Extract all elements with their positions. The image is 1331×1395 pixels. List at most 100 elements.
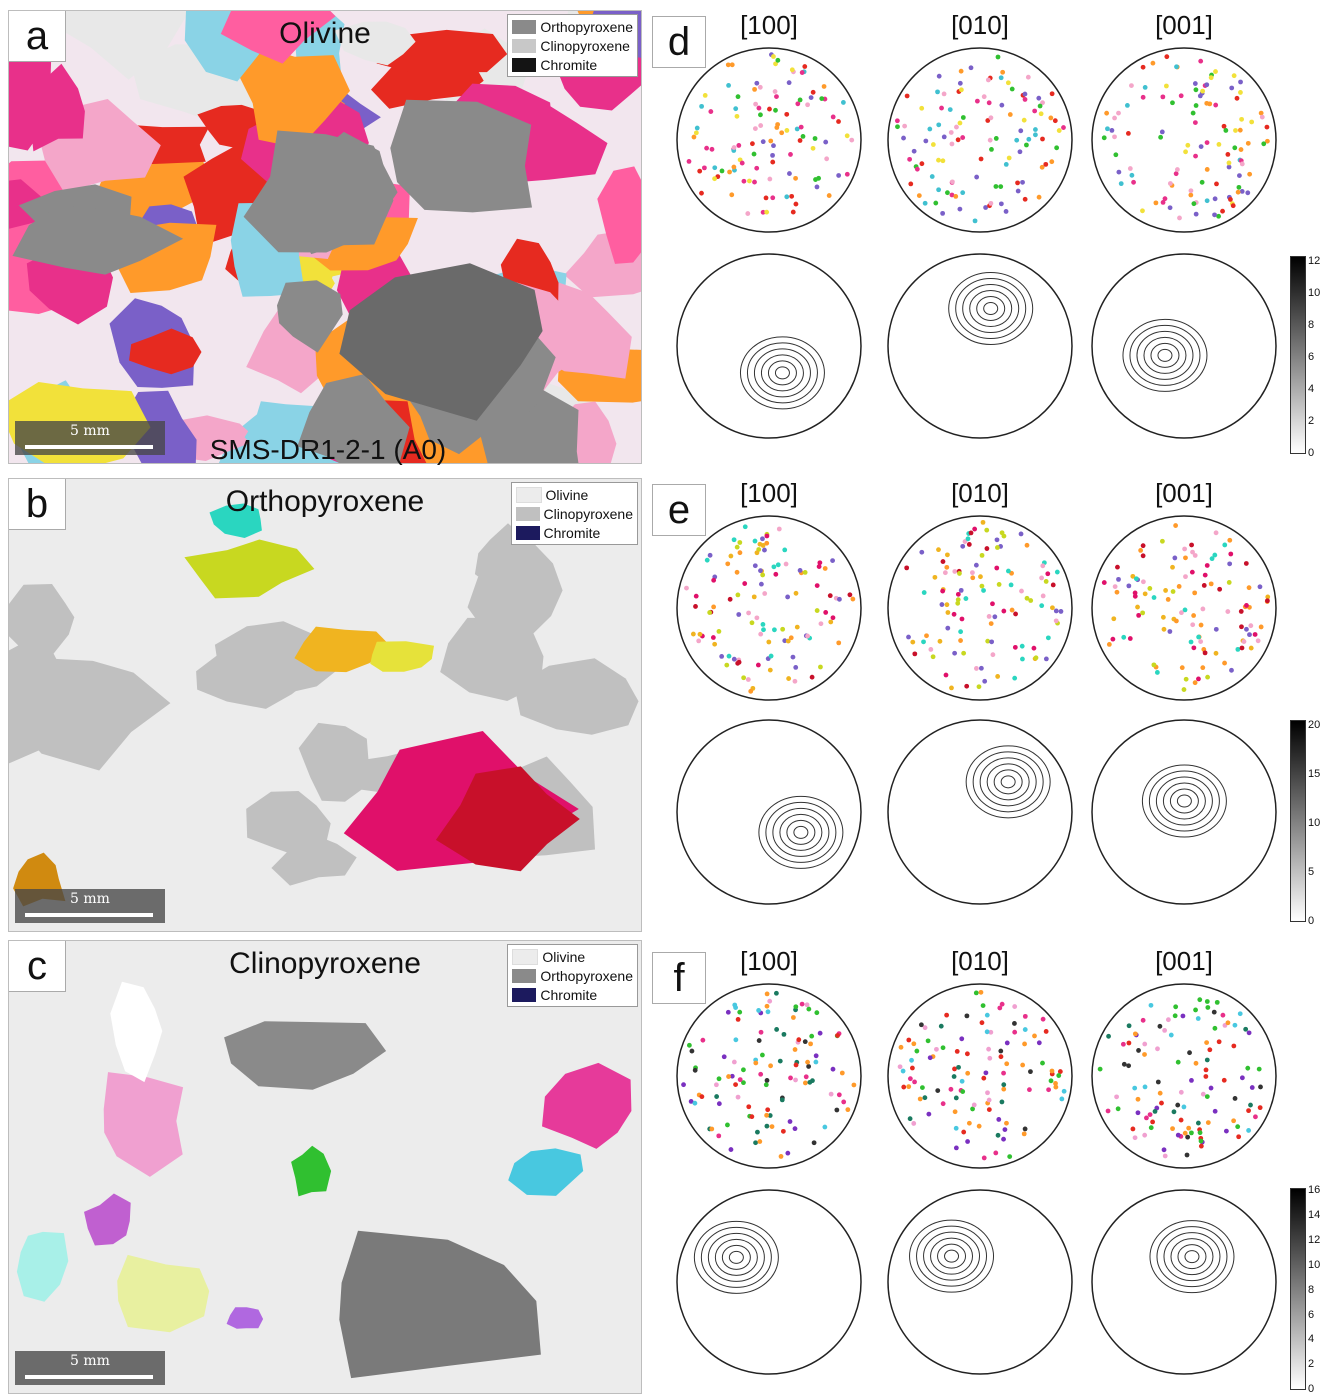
orientation-point <box>1187 1050 1192 1056</box>
pole-figure-circle <box>887 47 1073 233</box>
orientation-point <box>779 130 785 136</box>
orthopyroxene-grain <box>435 766 580 872</box>
orientation-point <box>764 533 770 539</box>
orientation-point <box>1136 612 1142 618</box>
orientation-point <box>999 1099 1005 1105</box>
legend-label: Olivine <box>545 486 589 503</box>
orientation-point <box>960 135 966 140</box>
orientation-point <box>1135 1096 1141 1102</box>
orientation-point <box>808 1041 813 1047</box>
orientation-point <box>1167 629 1173 634</box>
orientation-point <box>964 1051 970 1057</box>
map-title-orthopyroxene: Orthopyroxene <box>225 485 425 518</box>
legend-swatch <box>512 987 537 1002</box>
orientation-point <box>894 118 900 124</box>
orientation-point <box>943 672 949 678</box>
orientation-point <box>1007 1154 1013 1160</box>
legend-label: Clinopyroxene <box>543 505 634 522</box>
orientation-point <box>1225 151 1231 157</box>
orientation-point <box>1265 594 1271 600</box>
orientation-point <box>953 1125 959 1131</box>
density-contour <box>937 1243 967 1269</box>
orthopyroxene-grain <box>184 539 315 599</box>
orientation-point <box>901 1084 907 1090</box>
orientation-point <box>758 568 763 574</box>
orientation-point <box>984 546 990 551</box>
orthopyroxene-phase-map <box>9 479 641 931</box>
clinopyroxene-grain <box>298 722 369 802</box>
orientation-point <box>1057 1069 1063 1074</box>
orientation-point <box>709 1126 715 1132</box>
orthopyroxene-grain <box>390 99 532 213</box>
orientation-point <box>742 524 748 530</box>
orientation-point <box>709 146 715 152</box>
density-contour <box>774 366 790 380</box>
orientation-point <box>1004 1120 1009 1126</box>
orientation-point <box>811 1140 817 1146</box>
orientation-point <box>981 1155 987 1161</box>
orientation-point <box>1021 117 1027 123</box>
density-contour <box>793 825 809 839</box>
orientation-point <box>792 1047 798 1052</box>
orientation-point <box>941 134 947 140</box>
orientation-point <box>995 674 1001 679</box>
orientation-point <box>712 176 717 182</box>
orientation-point <box>775 122 781 127</box>
orientation-point <box>1189 542 1194 548</box>
orientation-point <box>771 143 776 149</box>
orientation-point <box>796 1037 802 1043</box>
orientation-point <box>921 590 927 595</box>
orientation-point <box>716 1101 722 1107</box>
orientation-point <box>1013 611 1018 617</box>
orientation-point <box>1212 196 1218 202</box>
orientation-point <box>930 654 936 660</box>
orientation-point <box>935 1088 941 1093</box>
orientation-point <box>1258 624 1264 630</box>
density-contour <box>728 1250 744 1264</box>
orientation-point <box>1135 604 1140 610</box>
orientation-point <box>828 619 834 625</box>
pole-figure-circle <box>676 47 862 233</box>
orientation-point <box>1116 576 1121 582</box>
orientation-point <box>1239 161 1245 167</box>
legend-map-a: Orthopyroxene Clinopyroxene Chromite <box>507 14 638 77</box>
orientation-point <box>1182 607 1188 613</box>
orientation-point <box>1203 1074 1209 1079</box>
orientation-point <box>1054 569 1060 575</box>
orientation-point <box>824 156 830 162</box>
legend-swatch <box>515 486 542 503</box>
scale-bar: 5 mm <box>15 421 165 455</box>
orientation-point <box>960 543 966 549</box>
orientation-point <box>911 1121 917 1126</box>
pole-figure-circle <box>887 253 1073 439</box>
orientation-point <box>994 545 1000 550</box>
orientation-point <box>817 1030 823 1036</box>
orientation-point <box>919 161 925 167</box>
orientation-point <box>1142 85 1148 90</box>
orientation-point <box>949 141 955 147</box>
orientation-point <box>936 157 941 163</box>
orientation-point <box>1163 588 1168 593</box>
pole-axis-label: [100] <box>740 946 798 976</box>
orientation-point <box>1189 1077 1194 1083</box>
orientation-point <box>986 1046 992 1052</box>
orthopyroxene-grain <box>209 503 262 538</box>
orientation-point <box>921 639 926 645</box>
orientation-point <box>1131 179 1136 185</box>
orientation-point <box>789 67 795 73</box>
orientation-point <box>806 1006 812 1012</box>
density-contour <box>707 1232 765 1282</box>
orientation-point <box>714 1094 720 1099</box>
orientation-point <box>1114 1094 1119 1100</box>
orientation-point <box>1177 215 1182 221</box>
orientation-point <box>1125 131 1131 136</box>
orientation-point <box>1195 1120 1201 1126</box>
orientation-point <box>983 205 989 210</box>
orientation-point <box>945 610 951 615</box>
orientation-point <box>1214 999 1220 1005</box>
orientation-point <box>1043 161 1049 167</box>
orientation-point <box>1053 1081 1058 1086</box>
orientation-point <box>1213 626 1219 632</box>
orientation-point <box>822 1124 828 1130</box>
orientation-point <box>1159 1100 1164 1106</box>
